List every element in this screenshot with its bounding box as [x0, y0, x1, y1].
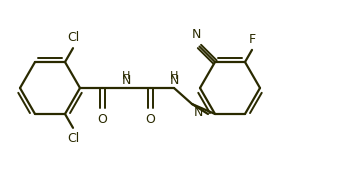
- Text: N: N: [194, 106, 204, 119]
- Text: H: H: [170, 71, 178, 81]
- Text: F: F: [249, 33, 256, 46]
- Text: O: O: [145, 113, 155, 126]
- Text: Cl: Cl: [67, 132, 79, 145]
- Text: N: N: [169, 74, 179, 87]
- Text: H: H: [122, 71, 130, 81]
- Text: O: O: [97, 113, 107, 126]
- Text: Cl: Cl: [67, 31, 79, 44]
- Text: N: N: [192, 28, 201, 41]
- Text: N: N: [121, 74, 131, 87]
